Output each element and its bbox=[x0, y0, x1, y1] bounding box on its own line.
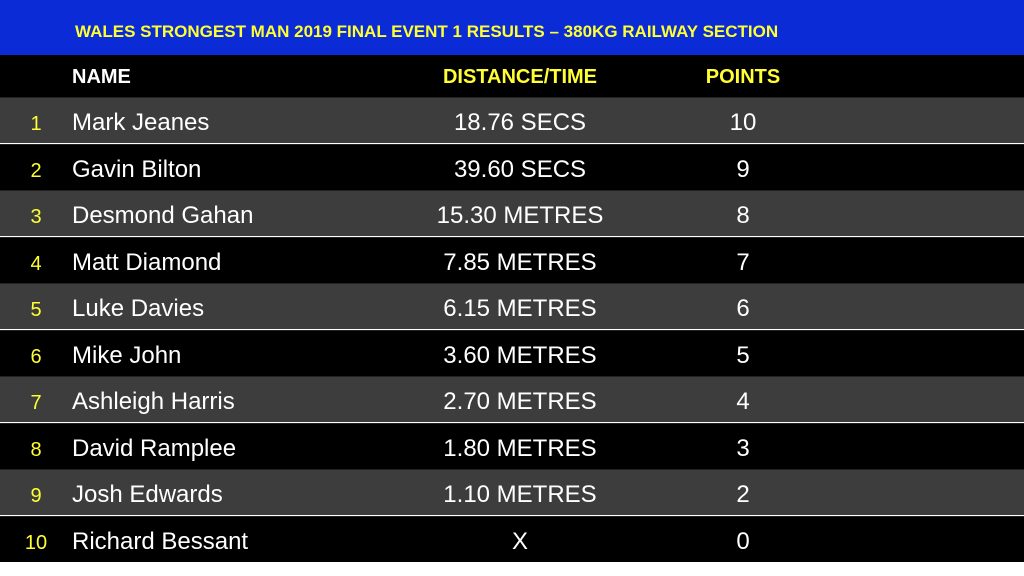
distance-time: 6.15 METRES bbox=[443, 295, 597, 322]
rank: 2 bbox=[30, 159, 42, 182]
column-header: POINTS bbox=[705, 66, 781, 88]
table-row: 6 Mike John 3.60 METRES 5 bbox=[0, 329, 1024, 376]
rank: 6 bbox=[30, 345, 42, 368]
athlete-name: Mike John bbox=[72, 341, 182, 369]
points: 8 bbox=[736, 202, 750, 229]
points: 3 bbox=[736, 434, 750, 462]
table-row: 2 Gavin Bilton 39.60 SECS 9 bbox=[0, 143, 1024, 190]
points: 6 bbox=[736, 295, 750, 322]
column-header: NAME bbox=[72, 66, 131, 88]
distance-time: 15.30 METRES bbox=[436, 202, 604, 229]
athlete-name: Josh Edwards bbox=[72, 481, 223, 508]
title: WALES STRONGEST MAN 2019 FINAL EVENT 1 R… bbox=[75, 22, 779, 41]
rank: 10 bbox=[24, 531, 48, 554]
points: 7 bbox=[736, 248, 750, 276]
athlete-name: Mark Jeanes bbox=[72, 109, 210, 136]
athlete-name: Ashleigh Harris bbox=[72, 388, 235, 415]
table-row: 10 Richard Bessant X 0 bbox=[0, 515, 1024, 562]
distance-time: 1.10 METRES bbox=[443, 481, 597, 508]
rank: 7 bbox=[30, 392, 42, 414]
distance-time: 7.85 METRES bbox=[443, 248, 597, 276]
table-row: 9 Josh Edwards 1.10 METRES 2 bbox=[0, 469, 1024, 515]
header-row: NAME DISTANCE/TIME POINTS bbox=[0, 55, 1024, 97]
rank: 5 bbox=[30, 299, 42, 321]
athlete-name: Luke Davies bbox=[72, 295, 205, 322]
athlete-name: Matt Diamond bbox=[72, 248, 222, 276]
points: 4 bbox=[736, 388, 750, 415]
rank: 1 bbox=[30, 113, 42, 135]
distance-time: X bbox=[511, 527, 528, 555]
rank: 9 bbox=[30, 485, 42, 507]
table-row: 4 Matt Diamond 7.85 METRES 7 bbox=[0, 236, 1024, 283]
table-row: 3 Desmond Gahan 15.30 METRES 8 bbox=[0, 190, 1024, 236]
athlete-name: Desmond Gahan bbox=[72, 202, 254, 229]
athlete-name: Richard Bessant bbox=[72, 527, 249, 555]
table-row: 8 David Ramplee 1.80 METRES 3 bbox=[0, 422, 1024, 469]
distance-time: 18.76 SECS bbox=[453, 109, 587, 136]
athlete-name: Gavin Bilton bbox=[72, 155, 202, 183]
column-header: DISTANCE/TIME bbox=[442, 66, 598, 88]
points: 0 bbox=[736, 527, 750, 555]
distance-time: 39.60 SECS bbox=[453, 155, 587, 183]
points: 5 bbox=[736, 341, 750, 369]
rank: 3 bbox=[30, 206, 42, 228]
points: 2 bbox=[736, 481, 750, 508]
distance-time: 3.60 METRES bbox=[443, 341, 597, 369]
distance-time: 2.70 METRES bbox=[443, 388, 597, 415]
table-row: 1 Mark Jeanes 18.76 SECS 10 bbox=[0, 97, 1024, 143]
rank: 4 bbox=[30, 252, 42, 275]
title-bar: WALES STRONGEST MAN 2019 FINAL EVENT 1 R… bbox=[0, 0, 1024, 55]
rank: 8 bbox=[30, 438, 42, 461]
points: 9 bbox=[736, 155, 750, 183]
table-row: 5 Luke Davies 6.15 METRES 6 bbox=[0, 283, 1024, 329]
distance-time: 1.80 METRES bbox=[443, 434, 597, 462]
athlete-name: David Ramplee bbox=[72, 434, 237, 462]
points: 10 bbox=[729, 109, 757, 136]
table-row: 7 Ashleigh Harris 2.70 METRES 4 bbox=[0, 376, 1024, 422]
